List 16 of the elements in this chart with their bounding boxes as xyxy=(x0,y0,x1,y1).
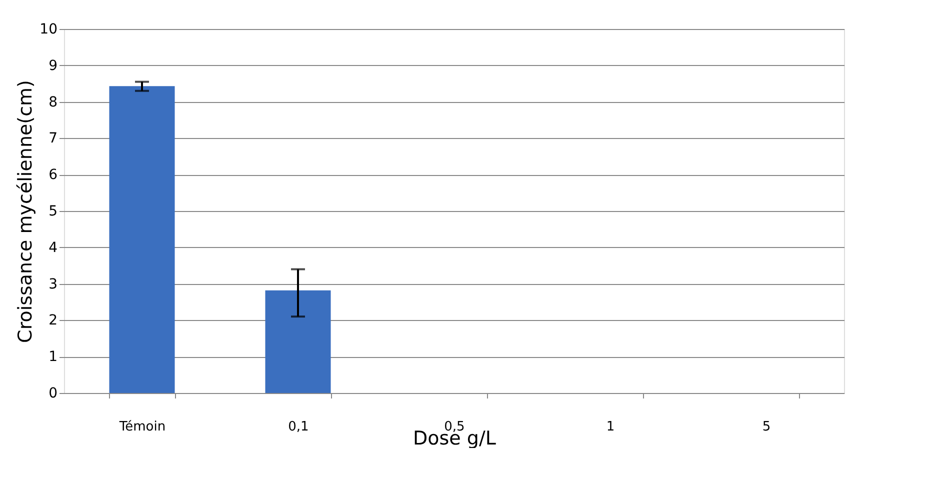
x-tick-label: 5 xyxy=(762,420,771,434)
y-tick-label: 4 xyxy=(48,240,58,256)
y-tick-label: 9 xyxy=(48,58,58,74)
y-axis-title: Croissance mycélienne(cm) xyxy=(14,80,37,343)
y-tick-label: 6 xyxy=(48,167,58,184)
y-tick-label: 7 xyxy=(48,130,58,147)
y-tick-label: 1 xyxy=(48,349,58,366)
y-tick-label: 2 xyxy=(48,312,58,329)
y-tick-label: 8 xyxy=(48,94,58,110)
y-tick-label: 10 xyxy=(40,22,58,38)
y-tick-label: 3 xyxy=(48,276,58,292)
y-tick-label: 0 xyxy=(48,386,58,402)
x-tick-label: 0,1 xyxy=(288,420,309,434)
y-tick-label: 5 xyxy=(48,204,58,220)
x-tick-label: 1 xyxy=(606,420,615,434)
x-tick-label: Témoin xyxy=(118,420,166,434)
